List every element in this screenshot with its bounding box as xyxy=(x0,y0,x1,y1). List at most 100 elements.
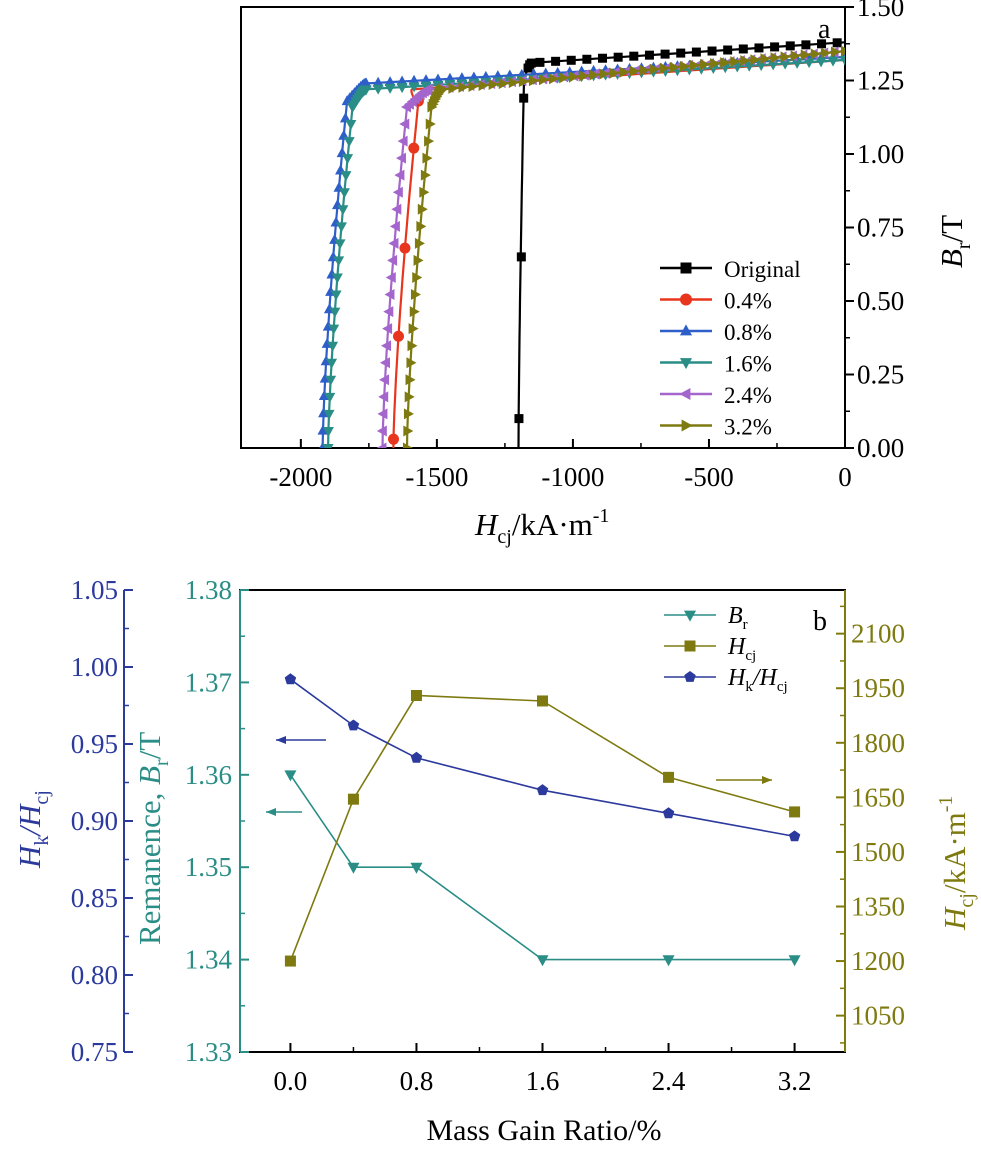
legend-item: Original xyxy=(660,257,801,282)
hk-axis-title-mid: /H xyxy=(12,803,47,838)
data-point xyxy=(770,52,781,64)
data-point xyxy=(342,154,354,165)
y-axis-title-sub: r xyxy=(953,242,975,249)
data-point xyxy=(394,169,405,181)
data-point xyxy=(830,46,841,58)
legend-swatch-marker xyxy=(680,293,692,306)
legend-label-sub: r xyxy=(743,617,748,633)
hcj-axis-tick-label: 1950 xyxy=(851,673,905,703)
hcj-axis-title-sub: cj xyxy=(956,893,978,907)
data-point xyxy=(326,358,338,369)
data-point xyxy=(396,83,408,94)
legend-item: 3.2% xyxy=(660,415,772,440)
data-point xyxy=(589,69,600,81)
hcj-axis-tick-label: 1200 xyxy=(851,946,905,976)
hcj-axis-title-post: /kA·m xyxy=(937,812,972,893)
series-line xyxy=(289,774,795,961)
legend-swatch-marker xyxy=(679,387,691,401)
data-point xyxy=(788,955,801,967)
hk-axis-tick-label: 0.95 xyxy=(71,729,118,759)
legend-label-mid: /H xyxy=(751,665,779,691)
data-point xyxy=(779,59,791,70)
series-2 xyxy=(284,673,801,842)
legend-swatch-marker xyxy=(684,640,696,652)
data-point xyxy=(410,289,421,301)
data-point xyxy=(419,186,430,198)
series-1 xyxy=(284,689,801,967)
hcj-axis-title-sup: -1 xyxy=(935,796,957,813)
data-point xyxy=(347,719,360,731)
data-point xyxy=(488,79,499,91)
data-point xyxy=(639,64,650,76)
data-point xyxy=(381,340,392,352)
hcj-direction-arrow xyxy=(716,776,772,784)
x-tick-label: -1000 xyxy=(541,462,604,492)
legend-item: Hk/Hcj xyxy=(664,665,788,695)
br-axis-title-main: B xyxy=(132,766,167,785)
data-point xyxy=(395,152,406,164)
legend-item: 0.8% xyxy=(660,320,772,345)
data-point xyxy=(404,391,415,403)
legend-swatch-marker xyxy=(681,419,693,432)
data-point xyxy=(740,55,751,67)
br-axis-tick-label: 1.33 xyxy=(185,1037,232,1067)
data-point xyxy=(827,56,839,67)
data-point xyxy=(417,203,428,215)
data-point xyxy=(403,425,414,437)
data-point xyxy=(659,62,670,74)
data-point xyxy=(720,57,731,69)
legend-label-main: H xyxy=(727,665,747,691)
series-line xyxy=(381,50,845,448)
x-tick-label: 0.0 xyxy=(274,1066,308,1096)
arrow-head xyxy=(276,736,286,744)
data-point xyxy=(408,142,420,154)
x-tick-label: 0.8 xyxy=(400,1066,434,1096)
series-line xyxy=(517,41,845,448)
legend-swatch-marker xyxy=(679,358,693,370)
data-point xyxy=(579,70,590,82)
data-point xyxy=(317,424,329,435)
panel-a-chart: -2000 -1500 -1000 -500 00.00 0.25 0.50 0.75 1.00… xyxy=(240,0,975,548)
y-tick-label: 1.50 xyxy=(857,0,904,22)
data-point xyxy=(754,43,764,53)
legend-swatch-marker xyxy=(680,262,692,274)
x-axis-title-sup: -1 xyxy=(593,505,610,527)
legend: Original 0.4% 0.8% 1.6% 2.4% 3.2% xyxy=(660,257,801,440)
data-point xyxy=(528,75,539,87)
series-4 xyxy=(376,46,845,448)
data-point xyxy=(389,220,400,232)
data-point xyxy=(700,58,711,70)
hk-axis-tick-label: 1.05 xyxy=(71,575,118,605)
data-point xyxy=(730,56,741,68)
hk-axis-tick-label: 0.80 xyxy=(71,960,118,990)
data-point xyxy=(408,82,420,93)
data-point xyxy=(347,793,359,805)
data-point xyxy=(420,74,432,85)
data-point xyxy=(514,414,524,424)
data-point xyxy=(340,171,352,182)
y-axis-title-main: B xyxy=(934,249,969,268)
data-point xyxy=(384,83,396,94)
data-point xyxy=(284,770,297,782)
data-point xyxy=(379,357,390,369)
data-point xyxy=(644,50,654,60)
br-axis-title-post: /T xyxy=(132,732,167,760)
data-point xyxy=(408,74,420,85)
x-tick-label: -1500 xyxy=(405,462,468,492)
data-point xyxy=(384,289,395,301)
data-point xyxy=(723,45,733,55)
data-point xyxy=(669,61,680,73)
data-point xyxy=(468,80,479,92)
br-axis-title: Remanence, Br/T xyxy=(132,732,173,945)
data-point xyxy=(335,222,347,233)
series-line xyxy=(392,58,845,448)
data-point xyxy=(817,39,827,49)
x-axis-title-main: H xyxy=(474,507,499,542)
data-point xyxy=(383,306,394,318)
data-point xyxy=(403,408,414,420)
data-point xyxy=(343,137,355,148)
hk-axis-title-main: H xyxy=(12,844,47,869)
x-axis-title: Mass Gain Ratio/% xyxy=(427,1114,662,1147)
data-point xyxy=(649,63,660,75)
series-line xyxy=(289,678,795,838)
